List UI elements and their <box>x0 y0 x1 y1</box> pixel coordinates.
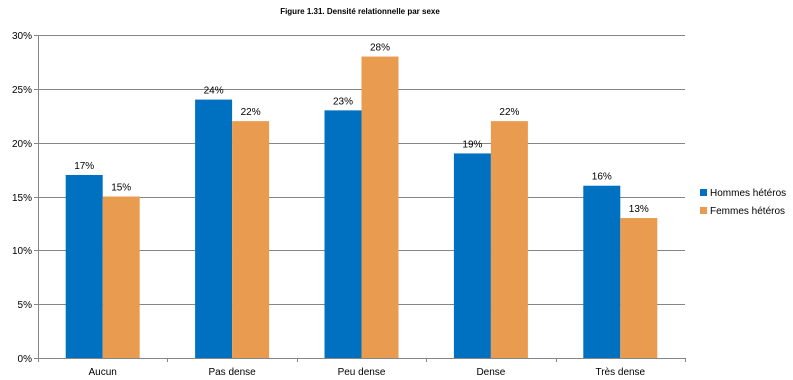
data-label: 19% <box>462 139 482 150</box>
y-tick-label: 25% <box>12 85 32 96</box>
bar <box>620 218 658 358</box>
bar <box>65 174 103 358</box>
data-label: 23% <box>333 96 353 107</box>
legend-swatch <box>700 189 707 196</box>
data-label: 24% <box>204 86 224 97</box>
data-label: 28% <box>370 43 390 54</box>
bar <box>361 56 399 359</box>
x-tick-label: Pas dense <box>208 367 256 378</box>
y-tick-label: 15% <box>12 193 32 204</box>
bar <box>195 99 233 358</box>
data-label: 22% <box>499 107 519 118</box>
legend-label: Femmes hétéros <box>710 206 785 217</box>
data-label: 22% <box>241 107 261 118</box>
data-label: 17% <box>74 161 94 172</box>
x-tick-label: Très dense <box>595 367 645 378</box>
bar <box>453 153 491 358</box>
legend-label: Hommes hétéros <box>710 188 786 199</box>
x-tick-label: Peu dense <box>338 367 386 378</box>
data-label: 16% <box>592 172 612 183</box>
y-tick-label: 20% <box>12 139 32 150</box>
y-tick-label: 0% <box>18 354 33 365</box>
axes: 0% 5% 10% 15% 20% 25% 30% Aucun Pas dense Peu den… <box>12 31 686 378</box>
x-tick-label: Dense <box>476 367 505 378</box>
y-tick-label: 5% <box>18 300 33 311</box>
data-label: 15% <box>111 183 131 194</box>
x-tick-label: Aucun <box>89 367 117 378</box>
bar <box>583 185 621 358</box>
y-tick-label: 30% <box>12 31 32 42</box>
bar <box>102 196 140 358</box>
legend-swatch <box>700 207 707 214</box>
data-labels: 17% 15% 24% 22% 23% 28% 19% 22% 16% 13% <box>74 43 649 216</box>
data-label: 13% <box>629 204 649 215</box>
bar <box>232 121 270 358</box>
legend: Hommes hétéros Femmes hétéros <box>700 188 786 217</box>
bar <box>490 121 528 358</box>
bar <box>324 110 362 358</box>
chart-title: Figure 1.31. Densité relationnelle par s… <box>280 7 440 16</box>
bars <box>65 56 658 359</box>
y-tick-label: 10% <box>12 246 32 257</box>
